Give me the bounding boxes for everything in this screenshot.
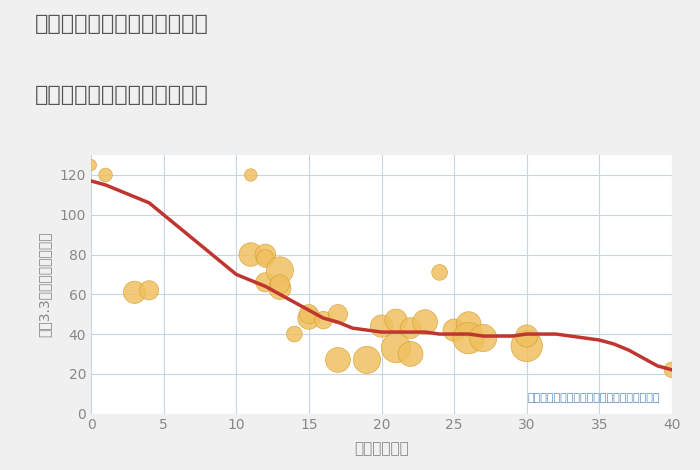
Y-axis label: 坪（3.3㎡）単価（万円）: 坪（3.3㎡）単価（万円） [37,232,51,337]
X-axis label: 築年数（年）: 築年数（年） [354,441,409,456]
Point [274,284,286,292]
Point [100,171,111,179]
Point [85,161,97,169]
Point [434,269,445,276]
Point [405,350,416,358]
Point [260,255,271,262]
Text: 築年数別中古マンション価格: 築年数別中古マンション価格 [35,85,209,105]
Point [332,356,344,364]
Point [274,266,286,274]
Point [405,324,416,332]
Point [303,314,314,322]
Point [521,332,532,340]
Point [463,321,475,328]
Point [391,344,402,352]
Point [245,171,256,179]
Text: 兵庫県姫路市香寺町矢田部の: 兵庫県姫路市香寺町矢田部の [35,14,209,34]
Point [332,310,344,318]
Point [144,287,155,294]
Point [129,289,140,296]
Point [318,316,329,324]
Point [419,318,430,326]
Point [361,356,372,364]
Point [260,279,271,286]
Point [521,342,532,350]
Point [274,281,286,288]
Point [245,251,256,258]
Point [666,366,678,374]
Point [391,316,402,324]
Point [303,310,314,318]
Point [289,330,300,338]
Point [449,326,460,334]
Point [260,251,271,258]
Point [376,322,387,330]
Text: 円の大きさは、取引のあった物件面積を示す: 円の大きさは、取引のあった物件面積を示す [528,393,660,403]
Point [463,334,475,342]
Point [477,334,489,342]
